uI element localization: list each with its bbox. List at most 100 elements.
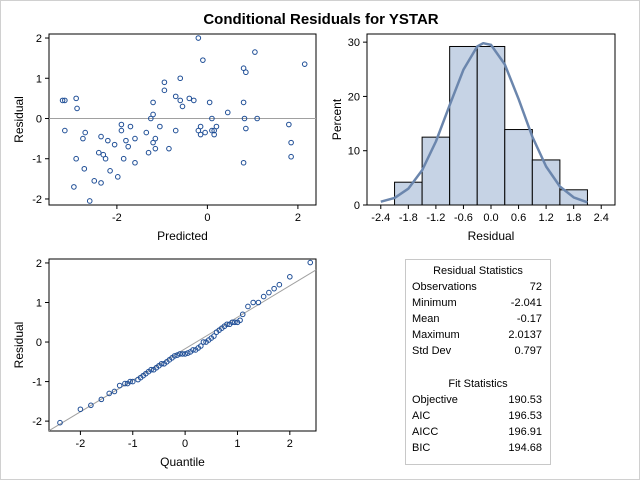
data-point — [100, 151, 107, 158]
data-point — [148, 366, 154, 373]
y-tick-label: 30 — [348, 37, 360, 49]
y-axis-label: Residual — [12, 322, 26, 369]
data-point — [195, 127, 202, 134]
data-point — [106, 390, 113, 397]
x-tick-label: -2 — [112, 212, 122, 224]
data-point — [184, 350, 191, 356]
x-tick-label: 1.2 — [538, 212, 553, 224]
stat-row-maximum: Maximum 2.0137 — [406, 327, 550, 343]
data-point — [224, 109, 231, 116]
data-point — [152, 135, 159, 142]
data-point — [254, 115, 260, 122]
data-point — [148, 115, 154, 122]
stat-value: 2.0137 — [508, 329, 542, 341]
table-spacer — [406, 359, 550, 373]
data-point — [179, 351, 186, 357]
data-point — [132, 135, 138, 142]
fit-statistics-heading: Fit Statistics — [448, 378, 508, 390]
data-point — [190, 347, 196, 353]
data-point — [301, 61, 308, 67]
data-point — [255, 299, 262, 306]
residual-histogram-panel: -2.4 -1.8 -1.2 -0.6 0.0 0.6 1.2 1.8 2.4 0 10 20 30 Re… — [330, 33, 616, 243]
stat-label: Minimum — [412, 297, 457, 309]
data-point — [287, 273, 293, 280]
y-tick-label: -2 — [32, 416, 42, 428]
data-point — [241, 115, 248, 122]
stat-row-aic: AIC 196.53 — [406, 408, 550, 424]
data-point — [240, 159, 247, 166]
data-point — [80, 135, 86, 142]
plot-frame — [48, 33, 317, 206]
data-point — [81, 165, 88, 172]
histogram-bar — [476, 45, 506, 206]
data-point — [62, 127, 68, 134]
stat-row-observations: Observations 72 — [406, 279, 550, 295]
histogram-bar — [394, 181, 423, 206]
x-tick-label: -1 — [128, 438, 138, 450]
y-axis-label: Percent — [330, 98, 344, 140]
data-point — [102, 155, 109, 162]
qq-reference-line — [48, 269, 317, 432]
data-point — [211, 131, 217, 138]
y-tick-label: 0 — [36, 337, 42, 349]
data-point — [191, 97, 197, 104]
data-point — [206, 99, 213, 106]
data-point — [132, 159, 138, 166]
data-point — [182, 351, 188, 357]
stat-value: -2.041 — [510, 297, 542, 309]
data-point — [114, 174, 121, 180]
data-point — [116, 382, 123, 389]
stat-value: 194.68 — [508, 442, 542, 454]
data-point — [209, 115, 215, 122]
data-point — [82, 129, 89, 136]
x-tick-label: 0 — [204, 212, 210, 224]
data-point — [197, 131, 204, 138]
data-point — [91, 178, 98, 184]
data-point — [224, 321, 230, 328]
data-point — [209, 127, 215, 134]
stat-value: 0.797 — [514, 345, 542, 357]
data-point — [186, 95, 193, 102]
data-point — [171, 353, 178, 359]
data-point — [179, 103, 186, 110]
data-point — [86, 198, 93, 204]
plot-frame — [48, 258, 317, 432]
x-tick-label: 2.4 — [594, 212, 609, 224]
data-point — [150, 111, 156, 118]
data-point — [111, 388, 118, 395]
data-point — [237, 317, 243, 324]
data-point — [271, 285, 277, 292]
data-point — [125, 143, 131, 150]
data-point — [111, 141, 118, 148]
data-point — [172, 93, 179, 100]
data-point — [74, 105, 80, 112]
data-point — [211, 127, 217, 134]
x-tick-label: 1.8 — [566, 212, 581, 224]
data-point — [211, 333, 217, 339]
data-point — [157, 123, 163, 130]
residual-statistics-heading: Residual Statistics — [433, 265, 523, 277]
data-point — [123, 137, 129, 144]
stat-value: 72 — [529, 281, 542, 293]
stat-label: Objective — [412, 394, 458, 406]
data-point — [288, 153, 294, 160]
x-axis-label: Quantile — [160, 455, 205, 469]
stat-label: AICC — [412, 426, 439, 438]
y-tick-label: -1 — [32, 154, 42, 166]
stat-label: Std Dev — [412, 345, 452, 357]
data-point — [276, 281, 283, 288]
statistics-table: Residual Statistics Observations 72 Mini… — [405, 259, 551, 465]
data-point — [266, 289, 272, 296]
data-point — [77, 406, 84, 413]
x-axis-label: Residual — [468, 229, 515, 243]
data-point — [307, 259, 314, 266]
x-tick-label: 0.6 — [511, 212, 526, 224]
data-point — [73, 95, 79, 102]
y-tick-label: 0 — [354, 200, 360, 212]
data-point — [98, 180, 104, 186]
stat-row-bic: BIC 194.68 — [406, 440, 550, 456]
data-point — [127, 378, 133, 385]
data-point — [250, 299, 256, 306]
